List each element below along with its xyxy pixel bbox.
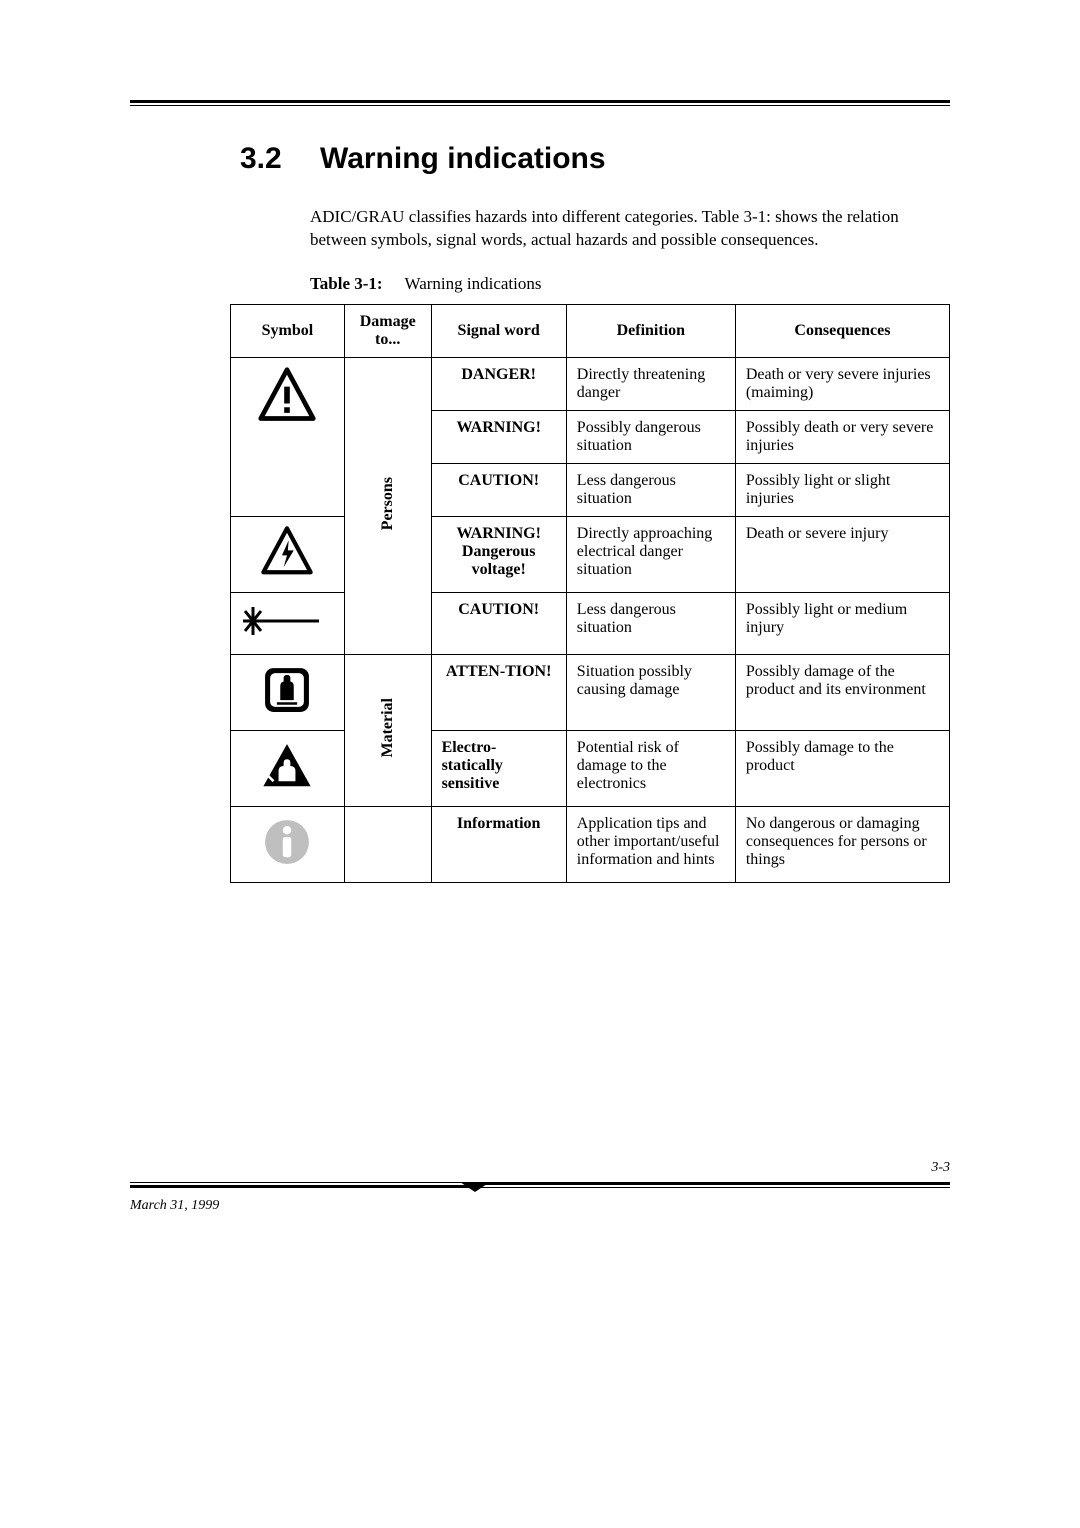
table-row: Information Application tips and other i… <box>231 806 950 882</box>
damage-empty <box>344 806 431 882</box>
signal: Electro-statically sensitive <box>431 730 566 806</box>
table-header-row: Symbol Damage to... Signal word Definiti… <box>231 304 950 357</box>
definition: Directly threatening danger <box>566 357 735 410</box>
signal: WARNING! Dangerous voltage! <box>431 516 566 592</box>
col-definition: Definition <box>566 304 735 357</box>
damage-material-label: Material <box>379 698 397 758</box>
intro-paragraph: ADIC/GRAU classifies hazards into differ… <box>310 206 950 252</box>
symbol-info <box>231 806 345 882</box>
signal: Information <box>431 806 566 882</box>
consequences: Death or severe injury <box>735 516 949 592</box>
section-heading: 3.2 Warning indications <box>240 142 950 176</box>
page-content: 3.2 Warning indications ADIC/GRAU classi… <box>130 100 950 883</box>
col-damage: Damage to... <box>344 304 431 357</box>
symbol-voltage-triangle <box>231 516 345 592</box>
signal: DANGER! <box>431 357 566 410</box>
consequences: Possibly death or very severe injuries <box>735 410 949 463</box>
top-rule <box>130 100 950 106</box>
symbol-attention-hand <box>231 654 345 730</box>
signal: CAUTION! <box>431 592 566 654</box>
table-row: WARNING! Dangerous voltage! Directly app… <box>231 516 950 592</box>
table-row: CAUTION! Less dangerous situation Possib… <box>231 592 950 654</box>
definition: Directly approaching electrical danger s… <box>566 516 735 592</box>
section-number: 3.2 <box>240 142 320 176</box>
attention-hand-icon <box>260 663 314 717</box>
footer-rule-right <box>470 1182 950 1188</box>
damage-material: Material <box>344 654 431 806</box>
symbol-warning-triangle <box>231 357 345 516</box>
table-row: Electro-statically sensitive Potential r… <box>231 730 950 806</box>
page-footer: 3-3 March 31, 1999 <box>130 1160 950 1214</box>
warning-triangle-icon <box>257 366 317 426</box>
definition: Situation possibly causing damage <box>566 654 735 730</box>
definition: Application tips and other important/use… <box>566 806 735 882</box>
footer-rule <box>130 1178 950 1196</box>
section-title: Warning indications <box>320 142 606 176</box>
consequences: Possibly damage to the product <box>735 730 949 806</box>
footer-rule-left <box>130 1182 470 1188</box>
signal: CAUTION! <box>431 463 566 516</box>
table-row: Material ATTEN-TION! Situation possibly … <box>231 654 950 730</box>
table-caption: Table 3-1: Warning indications <box>310 274 950 294</box>
laser-icon <box>241 601 321 641</box>
definition: Potential risk of damage to the electron… <box>566 730 735 806</box>
damage-persons: Persons <box>344 357 431 654</box>
caption-label: Table 3-1: <box>310 274 383 293</box>
signal: ATTEN-TION! <box>431 654 566 730</box>
col-symbol: Symbol <box>231 304 345 357</box>
definition: Less dangerous situation <box>566 592 735 654</box>
info-icon <box>260 815 314 869</box>
warning-table: Symbol Damage to... Signal word Definiti… <box>230 304 950 883</box>
page-number: 3-3 <box>130 1160 950 1176</box>
symbol-laser <box>231 592 345 654</box>
consequences: Death or very severe injuries (maiming) <box>735 357 949 410</box>
table-row: Persons DANGER! Directly threatening dan… <box>231 357 950 410</box>
voltage-triangle-icon <box>260 525 314 579</box>
esd-triangle-icon <box>260 739 314 793</box>
definition: Less dangerous situation <box>566 463 735 516</box>
consequences: Possibly light or medium injury <box>735 592 949 654</box>
consequences: Possibly light or slight injuries <box>735 463 949 516</box>
col-consequences: Consequences <box>735 304 949 357</box>
col-signal: Signal word <box>431 304 566 357</box>
symbol-esd-triangle <box>231 730 345 806</box>
signal: WARNING! <box>431 410 566 463</box>
caption-text: Warning indications <box>405 274 542 293</box>
consequences: Possibly damage of the product and its e… <box>735 654 949 730</box>
footer-date: March 31, 1999 <box>130 1198 950 1214</box>
damage-persons-label: Persons <box>379 477 397 530</box>
definition: Possibly dangerous situation <box>566 410 735 463</box>
consequences: No dangerous or damaging consequences fo… <box>735 806 949 882</box>
